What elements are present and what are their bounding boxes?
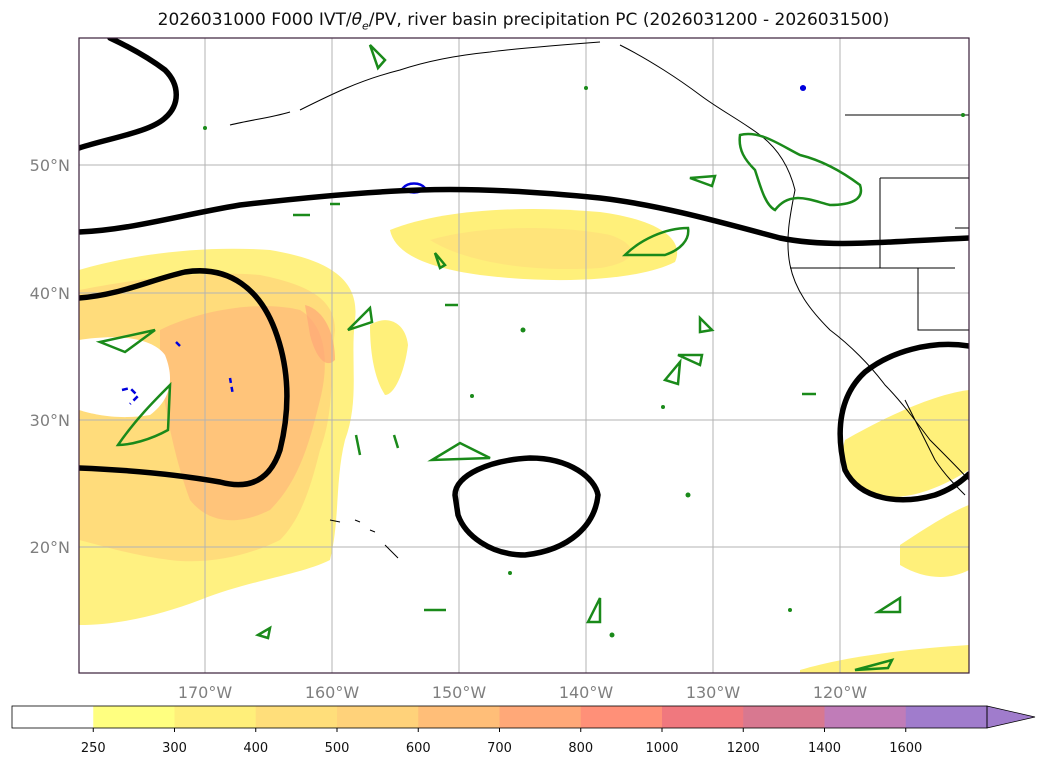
- colorbar-label: 600: [406, 741, 431, 756]
- colorbar-swatch: [418, 706, 500, 728]
- ivt-shade-east-2: [900, 505, 969, 577]
- colorbar-extend-arrow: [986, 705, 1036, 729]
- colorbar-swatch: [824, 706, 907, 728]
- colorbar-swatch: [12, 706, 94, 728]
- colorbar-label: 1000: [645, 741, 678, 756]
- title-theta-sub: e: [362, 19, 369, 33]
- title-suffix: /PV, river basin precipitation PC (20260…: [368, 10, 890, 30]
- lat-label-30: 30°N: [30, 411, 70, 430]
- map-frame: [78, 37, 970, 674]
- colorbar-swatch: [93, 706, 175, 728]
- lon-label-130w: 130°W: [686, 683, 741, 702]
- ivt-shade-south: [800, 645, 969, 673]
- colorbar-label: 700: [487, 741, 512, 756]
- graticule: [79, 38, 969, 673]
- colorbar-label: 250: [81, 741, 106, 756]
- title-prefix: 2026031000 F000 IVT/: [157, 10, 352, 30]
- lon-label-120w: 120°W: [813, 683, 868, 702]
- ivt-hole: [79, 337, 170, 418]
- lon-label-140w: 140°W: [559, 683, 614, 702]
- colorbar-label: 300: [162, 741, 187, 756]
- precip-dots: [203, 86, 965, 638]
- colorbar-label: 800: [568, 741, 593, 756]
- colorbar-label: 500: [325, 741, 350, 756]
- lon-label-150w: 150°W: [432, 683, 487, 702]
- colorbar-swatch: [337, 706, 419, 728]
- colorbar-swatch: [905, 706, 988, 728]
- colorbar-label: 400: [243, 741, 268, 756]
- ivt-shade-east: [843, 390, 969, 498]
- precip-contours: [95, 44, 902, 672]
- title-theta: θ: [351, 10, 362, 30]
- colorbar-label: 1200: [727, 741, 760, 756]
- map-layers: [79, 38, 969, 673]
- lat-label-50: 50°N: [30, 156, 70, 175]
- chart-title: 2026031000 F000 IVT/θe/PV, river basin p…: [0, 10, 1047, 32]
- lon-label-170w: 170°W: [178, 683, 233, 702]
- colorbar-label: 1600: [889, 741, 922, 756]
- lat-label-40: 40°N: [30, 284, 70, 303]
- colorbar-swatch: [174, 706, 257, 728]
- lon-label-160w: 160°W: [305, 683, 360, 702]
- coastlines: [229, 41, 969, 559]
- colorbar-swatch: [499, 706, 582, 728]
- colorbar-swatch: [255, 706, 338, 728]
- colorbar: 250 300 400 500 600 700 800 1000 1200 1400 1600: [11, 705, 1036, 756]
- ivt-shade-small-a: [370, 320, 408, 395]
- colorbar-swatch: [662, 706, 744, 728]
- colorbar-label: 1400: [808, 741, 841, 756]
- ivt-shade-west-4: [305, 305, 335, 364]
- lat-label-20: 20°N: [30, 538, 70, 557]
- colorbar-swatch: [743, 706, 825, 728]
- pv-contours: [79, 38, 969, 558]
- blue-dot: [800, 85, 806, 91]
- colorbar-swatch: [580, 706, 663, 728]
- ivt-shade-north-2: [430, 228, 632, 270]
